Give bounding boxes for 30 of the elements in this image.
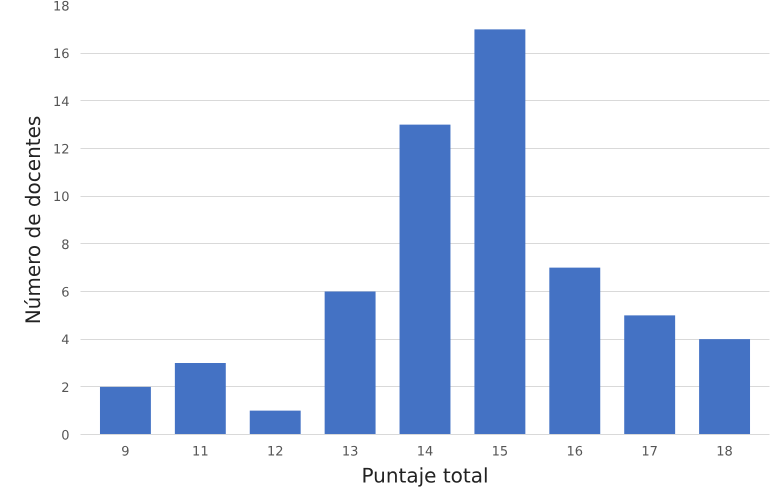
y-tick-label: 2 — [61, 380, 70, 396]
y-tick-label: 18 — [52, 0, 70, 14]
y-tick-label: 16 — [52, 47, 70, 62]
bar — [400, 124, 450, 434]
y-tick-label: 10 — [52, 190, 70, 206]
x-axis-title: Puntaje total — [361, 464, 489, 488]
x-tick-label: 11 — [192, 444, 209, 460]
y-tick-label: 6 — [61, 286, 70, 300]
x-tick-label: 13 — [342, 444, 358, 460]
x-tick-label: 9 — [121, 444, 130, 460]
y-tick-label: 14 — [52, 94, 70, 110]
y-tick-label: 12 — [52, 142, 70, 158]
y-tick-label: 8 — [61, 238, 70, 253]
x-tick-label: 12 — [266, 444, 284, 460]
x-tick-label: 17 — [641, 444, 658, 460]
y-axis-title: Número de docentes — [20, 116, 45, 324]
bar — [474, 29, 526, 434]
x-tick-label: 14 — [416, 444, 434, 460]
x-tick-label: 16 — [566, 444, 584, 460]
bar — [100, 386, 151, 434]
y-tick-label: 0 — [61, 428, 70, 444]
bar — [324, 292, 376, 434]
y-tick-label: 4 — [61, 333, 70, 348]
bar — [174, 363, 226, 434]
x-tick-label: 15 — [492, 444, 508, 460]
bar — [699, 339, 750, 434]
bar — [549, 268, 600, 434]
x-tick-label: 18 — [716, 444, 733, 460]
bar — [624, 315, 676, 434]
bar — [250, 410, 301, 434]
